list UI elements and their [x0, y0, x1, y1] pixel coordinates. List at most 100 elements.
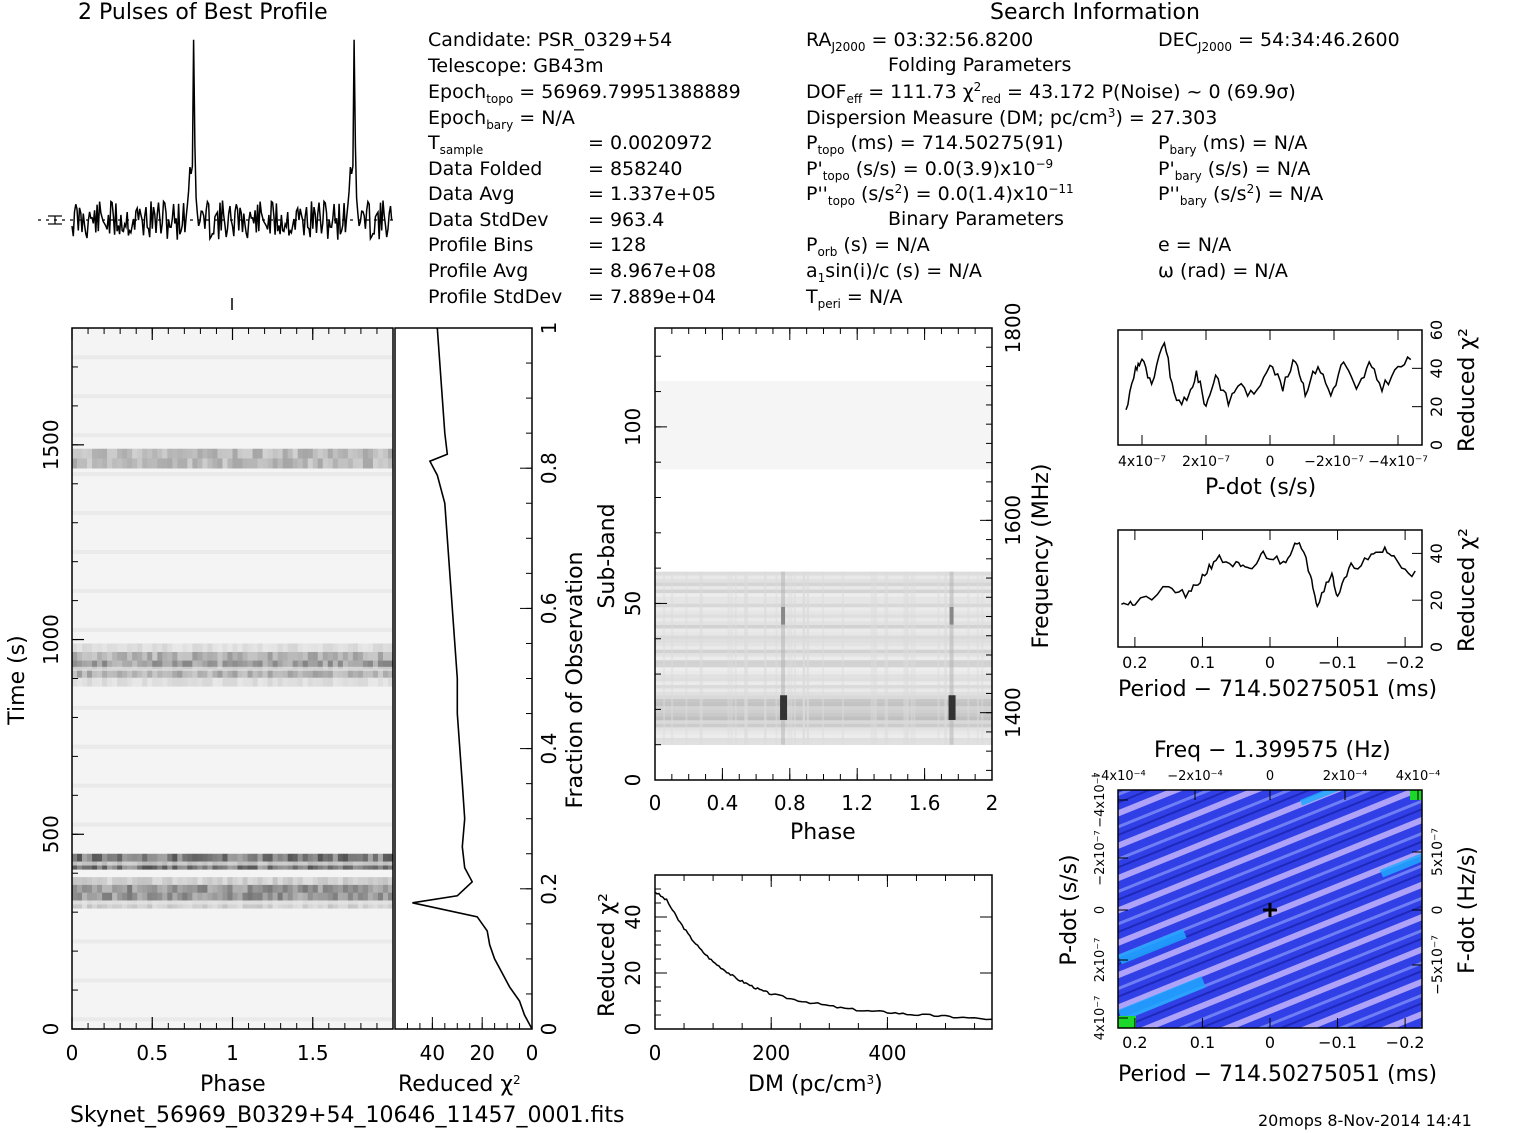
heatmap-cell [87, 853, 93, 862]
heatmap-cell [302, 448, 309, 459]
heatmap-faint-row [72, 861, 393, 866]
plot-frame [1117, 329, 1423, 446]
heatmap-cell [202, 669, 208, 679]
heatmap-cell [252, 884, 258, 893]
info-candidate: Candidate: PSR_0329+54 [428, 29, 673, 51]
heatmap-cell [177, 877, 183, 886]
heatmap-cell [327, 448, 334, 459]
heatmap-cell [132, 652, 138, 661]
heatmap-cell [202, 892, 208, 901]
heatmap-cell [322, 669, 329, 679]
heatmap-cell [202, 652, 208, 661]
heatmap-cell [367, 884, 374, 893]
heatmap-cell [127, 458, 133, 469]
heatmap-cell [117, 652, 123, 661]
info-dof: DOFeff = 111.73 χ2red = 43.172 P(Noise) … [806, 80, 1296, 106]
heatmap-cell [327, 884, 334, 893]
heatmap-cell [342, 877, 349, 886]
heatmap-cell [222, 652, 228, 661]
heatmap-cell [257, 677, 263, 687]
heatmap-cell [337, 853, 344, 862]
heatmap-cell [257, 669, 263, 679]
heatmap-cell [122, 900, 128, 909]
heatmap-cell [342, 892, 349, 901]
heatmap-cell [157, 877, 163, 886]
heatmap-cell [367, 861, 374, 870]
heatmap-cell [172, 652, 178, 661]
heatmap-cell [177, 900, 183, 909]
heatmap-cell [192, 448, 198, 459]
heatmap-cell [202, 900, 208, 909]
heatmap-cell [237, 458, 243, 469]
heatmap-cell [187, 643, 193, 653]
heatmap-cell [247, 643, 253, 653]
subband-stripe [884, 571, 887, 745]
subband-ylabel: Sub-band [595, 503, 620, 608]
heatmap-cell [317, 861, 324, 870]
heatmap-cell [247, 677, 253, 687]
period-ytick: 0 [1427, 642, 1446, 652]
subband-stripe [803, 571, 806, 745]
info-epoch-topo: Epochtopo = 56969.79951388889 [428, 81, 741, 106]
heatmap-cell [172, 892, 178, 901]
heatmap-cell [212, 660, 218, 670]
heatmap-cell [382, 669, 389, 679]
heatmap-cell [317, 853, 324, 862]
pdot-xlabel: P-dot (s/s) [1205, 475, 1317, 500]
heatmap-cell [177, 652, 183, 661]
heatmap-cell [362, 900, 369, 909]
heatmap-cell [357, 643, 364, 653]
heatmap-cell [352, 669, 359, 679]
heatmap-cell [302, 900, 309, 909]
heatmap-cell [177, 892, 183, 901]
heatmap-cell [372, 900, 379, 909]
subband-stripe [700, 571, 703, 745]
heatmap-cell [287, 861, 293, 870]
info-value: = 1.337e+05 [588, 183, 717, 205]
heatmap-cell [87, 900, 93, 909]
heatmap-cell [377, 652, 384, 661]
heatmap-cell [97, 892, 103, 901]
heatmap-cell [287, 677, 293, 687]
heatmap-cell [102, 884, 108, 893]
heatmap-cell [247, 861, 253, 870]
heatmap-cell [372, 677, 379, 687]
heatmap-cell [127, 892, 133, 901]
heatmap-cell [92, 853, 98, 862]
heatmap-cell [317, 643, 324, 653]
heatmap-cell [332, 853, 339, 862]
info-data-stddev: Data StdDev [428, 209, 549, 231]
heatmap-cell [297, 677, 304, 687]
heatmap-cell [182, 458, 188, 469]
heatmap-cell [317, 448, 324, 459]
heatmap-cell [387, 853, 394, 862]
dm-chi2-line [654, 891, 993, 1021]
heatmap-cell [147, 877, 153, 886]
info-value: = 858240 [588, 158, 683, 180]
heatmap-faint-row [72, 744, 393, 749]
heatmap-cell [182, 900, 188, 909]
heatmap-cell [382, 458, 389, 469]
time-chi2-plot: 40 20 0 0.2 0.4 0.6 0.8 1 0 Fraction of Observati… [394, 322, 588, 1065]
heatmap-cell [82, 652, 88, 661]
heatmap-cell [257, 884, 263, 893]
heatmap-cell [147, 861, 153, 870]
heatmap-cell [132, 643, 138, 653]
heatmap-cell [72, 853, 78, 862]
heatmap-cell [122, 677, 128, 687]
heatmap-cell [177, 677, 183, 687]
heatmap-cell [107, 892, 113, 901]
heatmap-cell [367, 652, 374, 661]
heatmap-cell [137, 877, 143, 886]
heatmap-cell [387, 677, 394, 687]
subband-ytick: 50 [621, 591, 645, 616]
pulse-spot [949, 606, 954, 625]
heatmap-cell [77, 892, 83, 901]
heatmap-cell [272, 877, 278, 886]
period-pdot-plane: 0.2 0.1 0 −0.1 −0.2 −4x10⁻⁴ −2x10⁻⁴ 0 2x10⁻⁴ 4x10… [1057, 769, 1480, 1052]
period-xtick: −0.1 [1318, 653, 1357, 672]
heatmap-cell [82, 677, 88, 687]
heatmap-cell [97, 448, 103, 459]
heatmap-cell [192, 677, 198, 687]
pp-title: Freq − 1.399575 (Hz) [1154, 738, 1391, 763]
